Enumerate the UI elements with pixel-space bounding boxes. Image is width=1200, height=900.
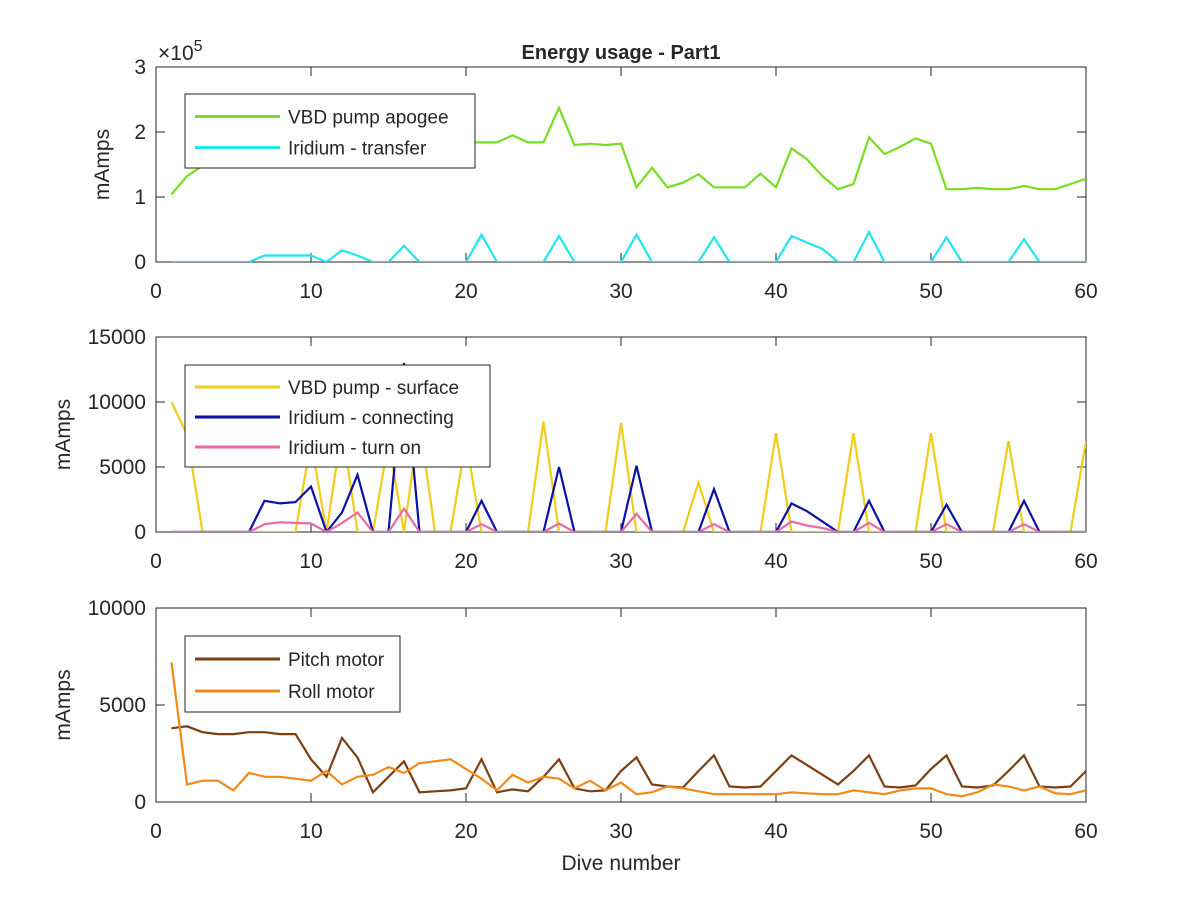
- x-tick-label: 50: [919, 550, 942, 573]
- x-tick-label: 30: [609, 280, 632, 303]
- legend-label: Iridium - turn on: [288, 438, 421, 459]
- x-tick-label: 40: [764, 280, 787, 303]
- y-tick-label: 15000: [88, 326, 146, 349]
- x-tick-label: 20: [454, 280, 477, 303]
- x-tick-label: 40: [764, 820, 787, 843]
- series-line-3-2: [170, 662, 1086, 798]
- y-tick-label: 10000: [88, 597, 146, 620]
- y-axis-label: mAmps: [52, 399, 75, 470]
- y-tick-label: 10000: [88, 391, 146, 414]
- x-tick-label: 0: [150, 280, 162, 303]
- legend-label: VBD pump - surface: [288, 378, 459, 399]
- x-tick-label: 10: [299, 280, 322, 303]
- legend-label: Roll motor: [288, 682, 375, 703]
- chart-panel-1: 0 10 20 30 40 50 60 0 1 2 3 ×105 mAmps Energy usage -…: [91, 38, 1098, 303]
- y-tick-label: 2: [134, 121, 146, 144]
- legend-label: VBD pump apogee: [288, 108, 449, 129]
- legend-box: [184, 93, 476, 169]
- chart-panels: 0 10 20 30 40 50 60 0 1 2 3 ×105 mAmps Energy usage -…: [52, 38, 1098, 843]
- series-line-2-3: [171, 506, 1086, 532]
- y-tick-label: 3: [134, 56, 146, 79]
- x-tick-label: 0: [150, 550, 162, 573]
- y-exponent-label: ×105: [158, 38, 203, 65]
- x-tick-label: 10: [299, 550, 322, 573]
- y-tick-label: 5000: [99, 694, 146, 717]
- series-line-2-2: [171, 362, 1086, 532]
- series-line-1-2: [171, 229, 1086, 262]
- y-axis-label: mAmps: [52, 669, 75, 740]
- chart-panel-3: 0 10 20 30 40 50 60 0 5000 10000 mAmps Pitch motor R…: [52, 597, 1098, 843]
- y-tick-label: 0: [134, 251, 146, 274]
- series-line-2-1: [170, 401, 1086, 532]
- y-axis-label: mAmps: [91, 129, 114, 200]
- x-tick-label: 30: [609, 820, 632, 843]
- x-axis-label: Dive number: [561, 852, 680, 875]
- x-tick-label: 50: [919, 280, 942, 303]
- legend-label: Iridium - connecting: [288, 408, 454, 429]
- x-tick-label: 60: [1074, 820, 1097, 843]
- y-tick-label: 0: [134, 791, 146, 814]
- x-tick-label: 30: [609, 550, 632, 573]
- x-tick-label: 40: [764, 550, 787, 573]
- y-tick-label: 0: [134, 521, 146, 544]
- x-tick-label: 20: [454, 550, 477, 573]
- chart-title: Energy usage - Part1: [522, 42, 721, 64]
- x-tick-label: 50: [919, 820, 942, 843]
- x-tick-label: 0: [150, 820, 162, 843]
- x-tick-label: 60: [1074, 550, 1097, 573]
- legend-box: [184, 635, 401, 713]
- x-tick-label: 10: [299, 820, 322, 843]
- x-tick-label: 20: [454, 820, 477, 843]
- x-tick-label: 60: [1074, 280, 1097, 303]
- legend-label: Pitch motor: [288, 650, 385, 671]
- legend-label: Iridium - transfer: [288, 139, 427, 160]
- y-tick-label: 5000: [99, 456, 146, 479]
- chart-panel-2: 0 10 20 30 40 50 60 0 5000 10000 15000 mAmps VBD pum…: [52, 326, 1098, 573]
- y-tick-label: 1: [134, 186, 146, 209]
